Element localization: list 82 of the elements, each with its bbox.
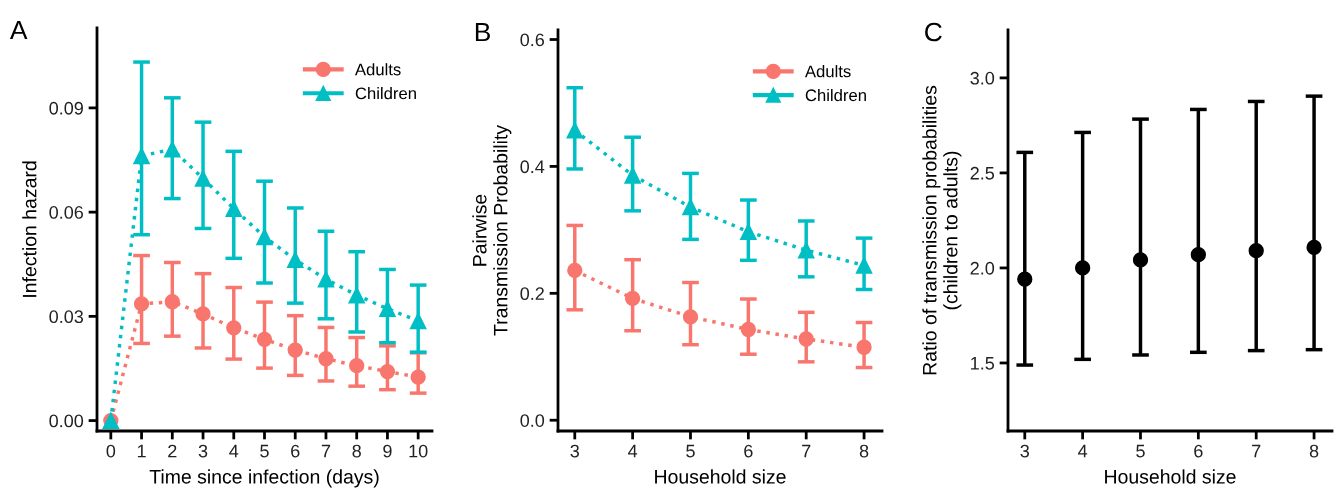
point — [798, 331, 814, 347]
x-axis-title: Household size — [655, 469, 786, 484]
x-tick-label: 4 — [1078, 444, 1088, 458]
point — [856, 339, 872, 355]
point — [379, 363, 396, 380]
y-tick-label: 0.06 — [49, 206, 84, 219]
y-tick-label: 0.6 — [520, 33, 545, 47]
point — [566, 121, 584, 139]
x-tick-label: 7 — [1252, 444, 1261, 458]
point — [682, 309, 699, 325]
point — [256, 331, 273, 347]
x-tick-label: 2 — [168, 444, 177, 458]
y-tick-label: 2.0 — [970, 261, 995, 275]
chart-title: C — [925, 22, 942, 42]
point — [410, 369, 426, 385]
point — [133, 147, 150, 165]
point — [1248, 243, 1264, 259]
x-tick-label: 6 — [744, 444, 753, 458]
x-axis-title: Time since infection (days) — [149, 469, 379, 488]
point — [194, 170, 212, 187]
y-tick-label: 2.5 — [970, 166, 995, 180]
chart-title: A — [9, 20, 28, 40]
y-tick-label: 0.03 — [49, 310, 84, 324]
x-tick-label: 6 — [291, 444, 300, 458]
y-tick-label: 0.4 — [520, 160, 545, 174]
legend-label: Adults — [354, 63, 401, 76]
point — [318, 351, 334, 367]
x-tick-label: 10 — [409, 444, 428, 458]
point — [164, 294, 180, 310]
y-axis-title: Pairwise Transmission Probability — [472, 125, 512, 336]
legend-label: Children — [355, 87, 416, 100]
y-axis-title: Ratio of transmission probabilities (children to adults) — [922, 85, 962, 375]
point — [133, 296, 150, 312]
point — [1017, 271, 1033, 287]
point — [855, 257, 873, 274]
legend-label: Adults — [804, 65, 851, 78]
point — [1190, 246, 1206, 263]
point — [567, 262, 583, 279]
x-tick-label: 6 — [1194, 444, 1203, 458]
point — [1074, 260, 1091, 276]
x-tick-label: 8 — [1309, 444, 1319, 458]
x-tick-label: 4 — [229, 444, 239, 458]
legend-label: Children — [805, 88, 866, 102]
y-tick-label: 3.0 — [970, 71, 995, 85]
x-tick-label: 8 — [859, 444, 869, 458]
x-tick-label: 3 — [1020, 444, 1030, 458]
point — [226, 320, 242, 336]
y-tick-label: 0.0 — [520, 414, 545, 427]
y-tick-label: 1.5 — [971, 357, 995, 370]
point — [195, 306, 211, 322]
point — [797, 241, 815, 259]
y-axis-title: Infection hazard — [22, 161, 37, 297]
point — [256, 228, 273, 246]
x-tick-label: 5 — [260, 444, 269, 458]
point — [286, 251, 304, 269]
x-tick-label: 0 — [106, 444, 116, 458]
x-tick-label: 1 — [137, 444, 146, 458]
point — [409, 312, 427, 330]
x-tick-label: 7 — [321, 444, 331, 458]
point — [287, 342, 303, 358]
point — [317, 270, 335, 288]
y-tick-label: 0.09 — [49, 101, 83, 115]
x-tick-label: 5 — [686, 444, 695, 458]
point — [624, 290, 641, 307]
point — [740, 223, 757, 241]
point — [225, 200, 243, 217]
y-tick-label: 0.00 — [49, 414, 84, 428]
point — [1306, 239, 1322, 256]
point — [379, 300, 396, 318]
x-tick-label: 3 — [198, 444, 208, 458]
y-tick-label: 0.2 — [520, 287, 544, 301]
point — [349, 358, 365, 374]
x-axis-title: Household size — [1105, 469, 1236, 484]
x-tick-label: 8 — [352, 444, 361, 458]
x-tick-label: 7 — [802, 444, 811, 458]
point — [740, 321, 756, 338]
point — [1132, 252, 1149, 268]
x-tick-label: 9 — [383, 444, 392, 458]
x-tick-label: 4 — [628, 444, 638, 458]
x-tick-label: 5 — [1136, 444, 1145, 458]
chart-title: B — [475, 22, 490, 42]
x-tick-label: 3 — [570, 444, 580, 458]
